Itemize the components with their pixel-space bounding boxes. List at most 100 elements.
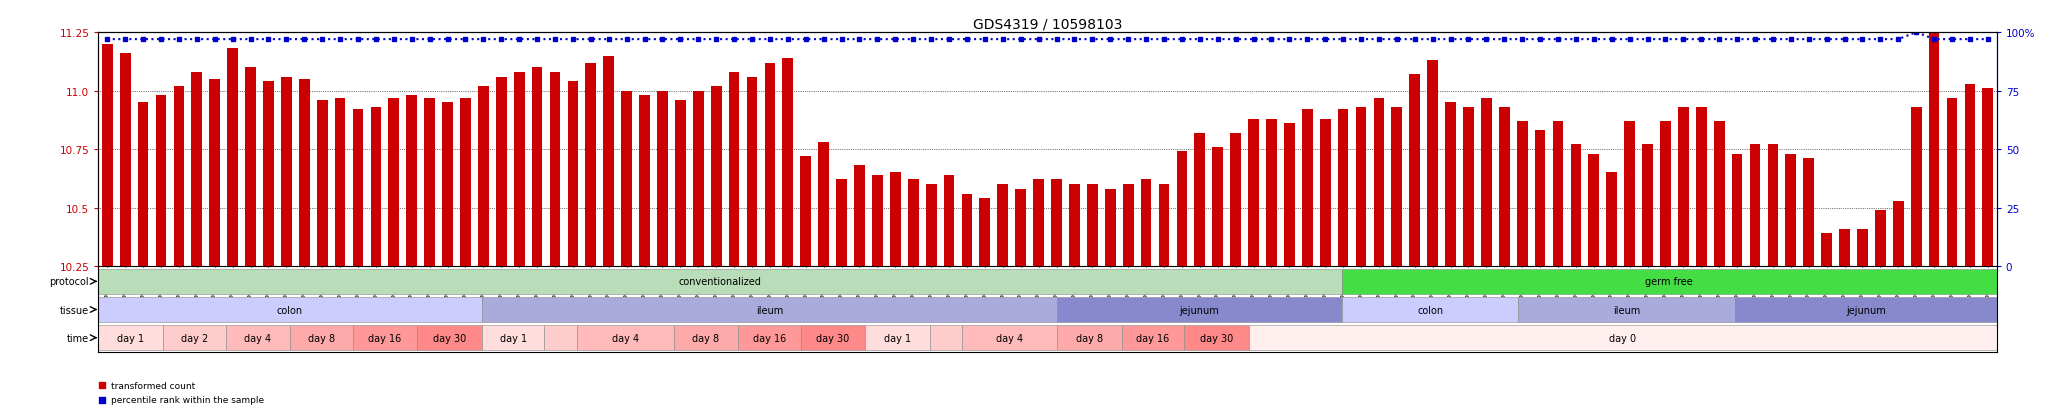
Bar bbox=[1194, 133, 1204, 266]
Bar bbox=[164, 325, 225, 351]
Bar bbox=[1319, 119, 1331, 266]
Bar bbox=[866, 325, 930, 351]
Bar bbox=[1249, 325, 1997, 351]
Bar bbox=[1571, 145, 1581, 266]
Bar bbox=[1876, 210, 1886, 266]
Bar bbox=[1409, 75, 1419, 266]
Bar bbox=[406, 96, 418, 266]
Bar bbox=[442, 103, 453, 266]
Bar bbox=[137, 103, 147, 266]
Text: day 1: day 1 bbox=[885, 333, 911, 343]
Bar bbox=[1057, 297, 1341, 323]
Bar bbox=[190, 73, 203, 266]
Bar bbox=[545, 325, 578, 351]
Text: percentile rank within the sample: percentile rank within the sample bbox=[111, 395, 264, 404]
Text: protocol: protocol bbox=[49, 277, 88, 287]
Bar bbox=[496, 77, 506, 266]
Bar bbox=[102, 45, 113, 266]
Text: jejunum: jejunum bbox=[1845, 305, 1886, 315]
Bar bbox=[1356, 108, 1366, 266]
Bar bbox=[1892, 201, 1905, 266]
Text: colon: colon bbox=[1417, 305, 1444, 315]
Text: transformed count: transformed count bbox=[111, 381, 195, 389]
Bar bbox=[819, 143, 829, 266]
Bar bbox=[156, 96, 166, 266]
Bar bbox=[854, 166, 864, 266]
Bar bbox=[1735, 297, 1997, 323]
Bar bbox=[1087, 185, 1098, 266]
Text: day 8: day 8 bbox=[692, 333, 719, 343]
Text: day 4: day 4 bbox=[995, 333, 1024, 343]
Bar bbox=[586, 63, 596, 266]
Bar bbox=[891, 173, 901, 266]
Point bbox=[375, 173, 408, 179]
Bar bbox=[1391, 108, 1403, 266]
Bar bbox=[1341, 297, 1518, 323]
Bar bbox=[1642, 145, 1653, 266]
Bar bbox=[676, 101, 686, 266]
Bar bbox=[227, 50, 238, 266]
Bar bbox=[1247, 119, 1260, 266]
Text: day 30: day 30 bbox=[432, 333, 467, 343]
Text: ileum: ileum bbox=[1614, 305, 1640, 315]
Bar bbox=[711, 87, 721, 266]
Bar bbox=[1184, 325, 1249, 351]
Bar bbox=[764, 63, 776, 266]
Bar bbox=[836, 180, 848, 266]
Bar bbox=[1749, 145, 1761, 266]
Bar bbox=[1122, 325, 1184, 351]
Bar bbox=[1821, 234, 1833, 266]
Bar bbox=[98, 297, 481, 323]
Bar bbox=[1624, 122, 1634, 266]
Bar bbox=[1714, 122, 1724, 266]
Bar bbox=[1481, 98, 1491, 266]
Bar bbox=[1303, 110, 1313, 266]
Bar bbox=[926, 185, 936, 266]
Bar bbox=[481, 297, 1057, 323]
Bar bbox=[1964, 84, 1976, 266]
Bar bbox=[997, 185, 1008, 266]
Bar bbox=[317, 101, 328, 266]
Text: day 0: day 0 bbox=[1610, 333, 1636, 343]
Bar bbox=[119, 54, 131, 266]
Bar bbox=[1337, 110, 1348, 266]
Bar bbox=[1212, 147, 1223, 266]
Bar bbox=[1858, 229, 1868, 266]
Bar bbox=[604, 56, 614, 266]
Bar bbox=[1266, 119, 1276, 266]
Bar bbox=[225, 325, 291, 351]
Bar bbox=[1534, 131, 1546, 266]
Text: day 1: day 1 bbox=[500, 333, 526, 343]
Bar bbox=[418, 325, 481, 351]
Bar bbox=[481, 325, 545, 351]
Bar bbox=[1069, 185, 1079, 266]
Bar bbox=[98, 269, 1341, 294]
Bar bbox=[782, 59, 793, 266]
Bar bbox=[729, 73, 739, 266]
Bar bbox=[639, 96, 649, 266]
Bar bbox=[1034, 180, 1044, 266]
Bar bbox=[1122, 185, 1133, 266]
Bar bbox=[246, 68, 256, 266]
Text: conventionalized: conventionalized bbox=[678, 277, 762, 287]
Bar bbox=[209, 80, 219, 266]
Bar bbox=[1499, 108, 1509, 266]
Text: day 30: day 30 bbox=[817, 333, 850, 343]
Text: day 16: day 16 bbox=[1137, 333, 1169, 343]
Bar bbox=[1733, 154, 1743, 266]
Bar bbox=[1839, 229, 1849, 266]
Bar bbox=[1231, 133, 1241, 266]
Bar bbox=[477, 87, 489, 266]
Bar bbox=[872, 176, 883, 266]
Bar bbox=[1767, 145, 1778, 266]
Bar bbox=[1427, 61, 1438, 266]
Bar bbox=[737, 325, 801, 351]
Bar bbox=[1057, 325, 1122, 351]
Bar bbox=[674, 325, 737, 351]
Bar bbox=[389, 98, 399, 266]
Title: GDS4319 / 10598103: GDS4319 / 10598103 bbox=[973, 18, 1122, 32]
Bar bbox=[1462, 108, 1475, 266]
Bar bbox=[1159, 185, 1169, 266]
Bar bbox=[371, 108, 381, 266]
Bar bbox=[174, 87, 184, 266]
